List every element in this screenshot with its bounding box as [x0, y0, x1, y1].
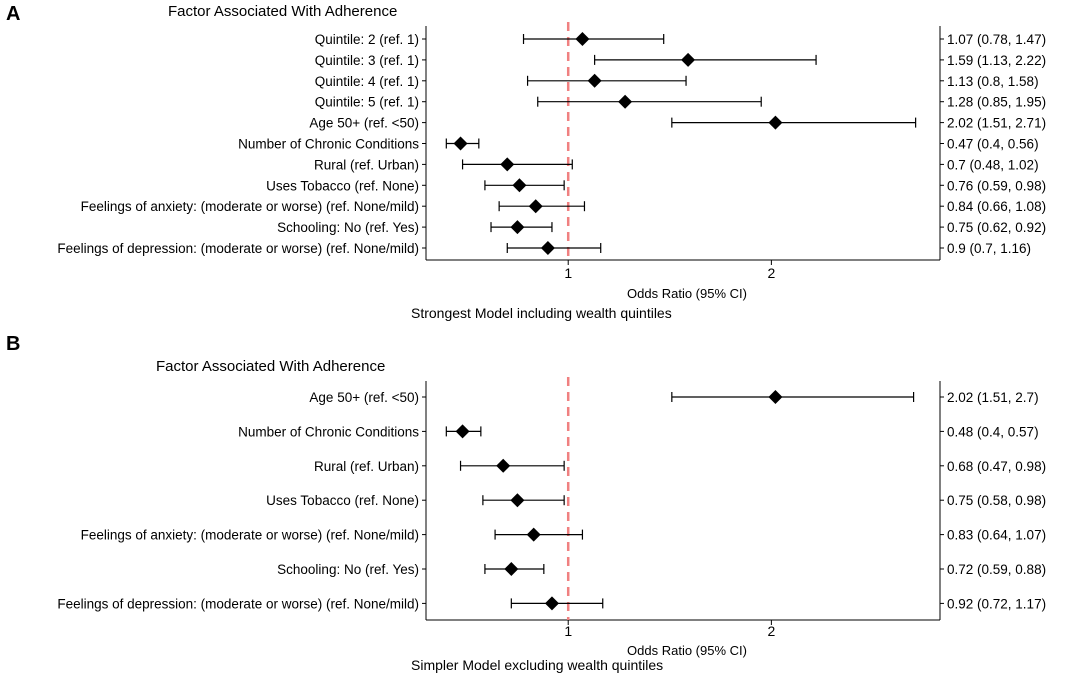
- panel-a-point-estimate: [575, 32, 590, 46]
- panel-b-row-label: Feelings of depression: (moderate or wor…: [57, 596, 419, 611]
- panel-a-estimate-text: 0.76 (0.59, 0.98): [947, 178, 1046, 193]
- panel-a-estimate-text: 0.47 (0.4, 0.56): [947, 137, 1039, 152]
- panel-b-row-label: Schooling: No (ref. Yes): [277, 562, 419, 577]
- panel-a-row-label: Quintile: 3 (ref. 1): [315, 53, 419, 68]
- panel-b-subtitle: Simpler Model excluding wealth quintiles: [411, 657, 663, 673]
- panel-a-row-label: Age 50+ (ref. <50): [309, 116, 419, 131]
- panel-b-point-estimate: [526, 527, 541, 542]
- panel-a-point-estimate: [681, 52, 696, 67]
- panel-b-estimate-text: 0.75 (0.58, 0.98): [947, 493, 1046, 508]
- panel-b-estimate-text: 0.92 (0.72, 1.17): [947, 596, 1046, 611]
- panel-a-row-label: Feelings of depression: (moderate or wor…: [57, 241, 419, 256]
- panel-b-x-tick-label: 1: [564, 623, 572, 639]
- panel-b-row-label: Rural (ref. Urban): [314, 459, 419, 474]
- panel-a-point-estimate: [512, 178, 527, 193]
- panel-b-point-estimate: [455, 424, 470, 439]
- panel-a-x-tick-label: 2: [767, 265, 775, 281]
- panel-a-point-estimate: [500, 157, 515, 172]
- panel-a-letter: A: [6, 3, 20, 25]
- panel-a-header: Factor Associated With Adherence: [168, 3, 397, 20]
- panel-b-row-label: Number of Chronic Conditions: [238, 424, 419, 439]
- panel-a-row-label: Number of Chronic Conditions: [238, 137, 419, 152]
- panel-b-estimate-text: 2.02 (1.51, 2.7): [947, 390, 1039, 405]
- panel-a-row-label: Uses Tobacco (ref. None): [266, 178, 419, 193]
- panel-b-point-estimate: [496, 458, 511, 473]
- panel-a-estimate-text: 0.84 (0.66, 1.08): [947, 199, 1046, 214]
- panel-a-point-estimate: [768, 115, 783, 130]
- panel-b-x-tick-label: 2: [767, 623, 775, 639]
- panel-a-point-estimate: [528, 199, 543, 214]
- panel-b-point-estimate: [510, 493, 525, 508]
- panel-a-row-label: Rural (ref. Urban): [314, 157, 419, 172]
- panel-b-point-estimate: [504, 562, 519, 576]
- panel-a-estimate-text: 1.07 (0.78, 1.47): [947, 32, 1046, 47]
- panel-a-estimate-text: 1.13 (0.8, 1.58): [947, 74, 1039, 89]
- panel-b-estimate-text: 0.83 (0.64, 1.07): [947, 528, 1046, 543]
- panel-a-row-label: Quintile: 5 (ref. 1): [315, 95, 419, 110]
- panel-a-point-estimate: [510, 220, 525, 235]
- panel-b-estimate-text: 0.72 (0.59, 0.88): [947, 562, 1046, 577]
- panel-a-estimate-text: 0.75 (0.62, 0.92): [947, 220, 1046, 235]
- panel-a-x-axis-label: Odds Ratio (95% CI): [627, 286, 747, 301]
- panel-a-row-label: Feelings of anxiety: (moderate or worse)…: [81, 199, 419, 214]
- panel-b-header: Factor Associated With Adherence: [156, 358, 385, 375]
- panel-b-row-label: Feelings of anxiety: (moderate or worse)…: [81, 528, 419, 543]
- panel-a-point-estimate: [618, 94, 633, 109]
- panel-b-x-axis-label: Odds Ratio (95% CI): [627, 643, 747, 658]
- panel-a-row-label: Schooling: No (ref. Yes): [277, 220, 419, 235]
- panel-a-point-estimate: [453, 136, 468, 151]
- panel-a-estimate-text: 1.28 (0.85, 1.95): [947, 95, 1046, 110]
- panel-b-point-estimate: [768, 390, 783, 404]
- panel-a-row-label: Quintile: 2 (ref. 1): [315, 32, 419, 47]
- panel-a-point-estimate: [540, 241, 555, 255]
- panel-b-letter: B: [6, 333, 20, 355]
- panel-a-row-label: Quintile: 4 (ref. 1): [315, 74, 419, 89]
- panel-a-estimate-text: 2.02 (1.51, 2.71): [947, 116, 1046, 131]
- panel-a-point-estimate: [587, 73, 602, 88]
- panel-a-estimate-text: 1.59 (1.13, 2.22): [947, 53, 1046, 68]
- panel-a-estimate-text: 0.7 (0.48, 1.02): [947, 157, 1039, 172]
- panel-a-estimate-text: 0.9 (0.7, 1.16): [947, 241, 1031, 256]
- panel-b-row-label: Age 50+ (ref. <50): [309, 390, 419, 405]
- panel-a-subtitle: Strongest Model including wealth quintil…: [411, 305, 672, 321]
- panel-b-estimate-text: 0.48 (0.4, 0.57): [947, 424, 1039, 439]
- panel-b-estimate-text: 0.68 (0.47, 0.98): [947, 459, 1046, 474]
- panel-a-x-tick-label: 1: [564, 265, 572, 281]
- panel-b-row-label: Uses Tobacco (ref. None): [266, 493, 419, 508]
- panel-b-point-estimate: [544, 596, 559, 611]
